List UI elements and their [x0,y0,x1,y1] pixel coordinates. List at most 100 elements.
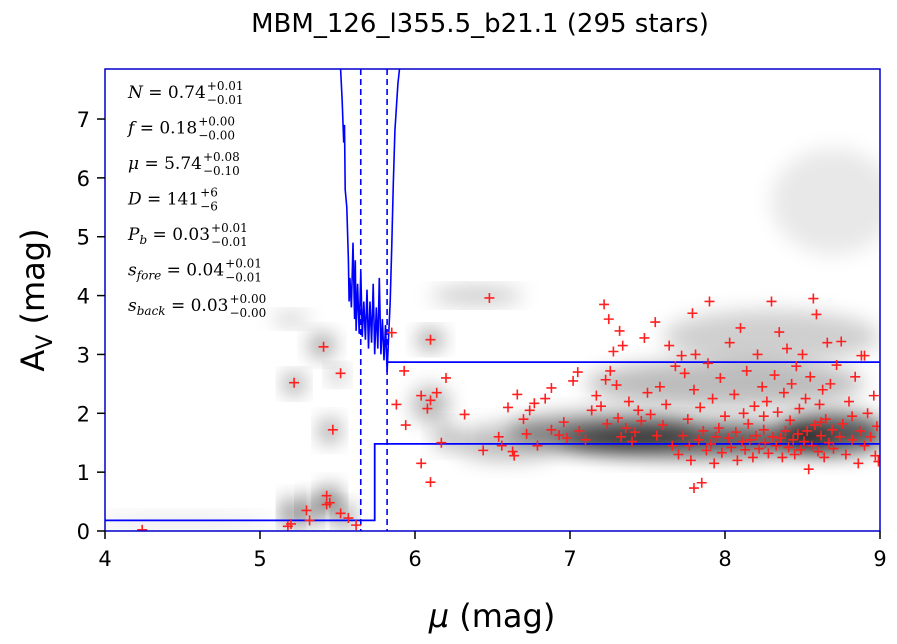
star-marker [771,440,782,451]
star-marker [591,390,602,401]
star-marker [529,398,540,409]
density-blob [430,288,524,303]
star-marker [600,374,611,385]
star-marker [870,450,880,461]
x-tick-label: 8 [718,547,731,571]
star-marker [650,317,661,328]
star-marker [496,440,507,451]
y-axis-label-sub: V [33,335,58,350]
star-marker [289,377,300,388]
star-marker [661,399,672,410]
annotation-text: N = 0.74 [127,83,206,103]
star-marker [459,409,470,420]
star-marker [596,401,606,412]
star-marker [850,371,861,382]
density-blob [329,367,346,383]
star-marker [568,375,579,386]
star-marker [729,389,740,400]
star-marker [689,384,699,395]
star-marker [847,411,858,422]
annotation-symbol: D [127,190,142,210]
chart-title: MBM_126_l355.5_b21.1 (295 stars) [251,9,709,39]
star-marker [623,396,634,407]
annotation-symbol: N [127,83,144,103]
star-marker [823,437,834,448]
star-marker [614,325,625,336]
star-marker [791,361,802,372]
star-marker [546,424,557,435]
annotation-symbol: μ [128,154,139,174]
star-marker [651,430,662,441]
star-marker [777,452,788,463]
annotation-value: = 0.03 [147,225,210,245]
annotation-symbol: f [126,119,137,139]
y-tick-label: 4 [77,285,90,309]
star-marker [707,393,718,404]
star-marker [386,327,397,338]
star-marker [654,381,665,392]
annotation-item: Pb = 0.03 +0.01−0.01 [127,221,248,249]
star-marker [616,431,627,442]
star-marker [837,418,848,429]
star-marker [286,518,296,529]
star-marker [327,424,338,435]
annotation-item: sfore = 0.04 +0.01−0.01 [128,257,262,285]
y-tick-label: 2 [77,402,90,426]
density-blob [771,148,880,255]
star-marker [751,430,761,441]
x-axis-label-symbol: μ [428,597,449,635]
star-marker [685,455,696,466]
annotation-lower-error: −0.01 [225,271,262,285]
star-marker [658,420,668,431]
star-marker [602,418,613,429]
density-blob [272,313,310,326]
star-marker [768,431,779,442]
annotation-value: = 0.04 [161,261,224,281]
annotation-text: f = 0.18 [126,119,197,139]
star-marker [809,420,820,431]
star-marker [478,445,489,456]
star-marker [335,368,346,379]
annotation-lower-error: −0.00 [198,129,235,143]
density-blob [320,419,340,443]
star-marker [749,401,760,412]
star-marker [321,490,332,501]
star-marker [814,399,825,410]
annotation-symbol: P [127,225,140,245]
star-marker [819,452,830,463]
star-marker [636,415,647,426]
star-marker [416,458,427,469]
star-marker [732,455,743,466]
star-marker [561,433,572,444]
x-tick-label: 9 [873,547,886,571]
star-marker [318,341,329,352]
star-marker [391,399,402,410]
star-marker [862,408,873,419]
parameter-annotations: N = 0.74 +0.01−0.01f = 0.18 +0.00−0.00μ = … [126,79,266,320]
star-marker [775,433,786,444]
star-marker [399,365,410,376]
star-marker [493,431,504,442]
star-marker [670,361,681,372]
star-marker [431,387,442,398]
star-marker [706,438,717,449]
star-marker [766,296,777,307]
star-marker [735,322,746,333]
star-marker [574,425,585,436]
annotation-item: D = 141 +6−6 [127,186,218,214]
star-marker [713,423,724,434]
star-marker [422,403,433,414]
annotation-item: μ = 5.74 +0.08−0.10 [128,150,240,178]
star-marker [795,444,806,455]
annotation-lower-error: −0.01 [207,93,244,107]
star-marker [792,428,803,439]
star-marker [774,327,785,338]
star-marker [716,447,727,458]
annotation-symbol: s [128,261,137,281]
star-marker [868,390,879,401]
y-tick-label: 3 [77,343,90,367]
star-marker [524,405,535,416]
star-marker [825,378,836,389]
star-marker [633,405,644,416]
